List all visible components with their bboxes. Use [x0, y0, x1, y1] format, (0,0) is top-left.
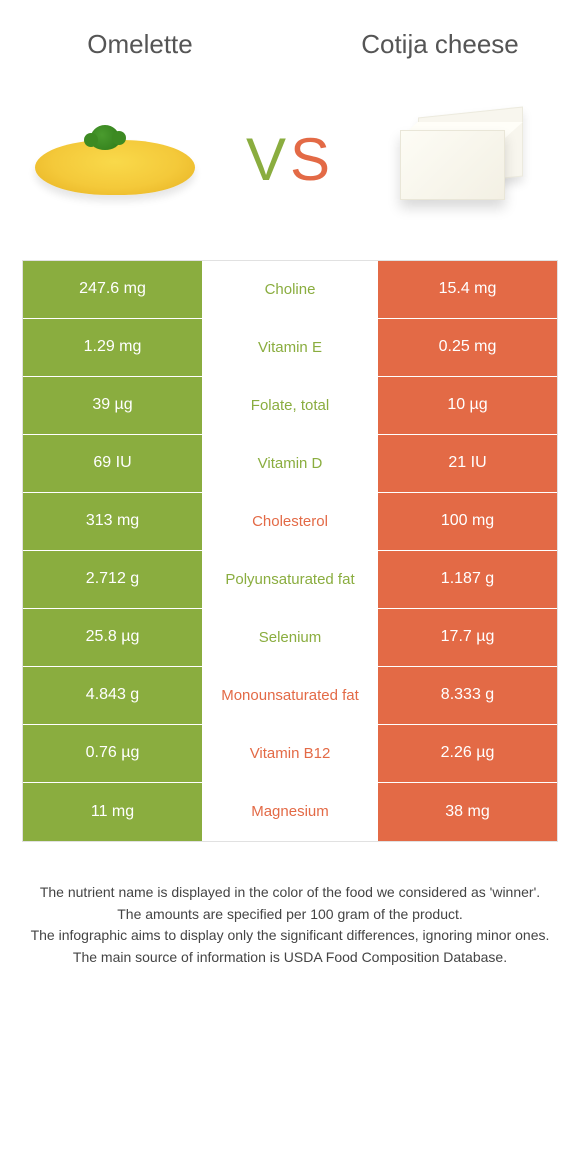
footnote-line: The main source of information is USDA F…	[30, 947, 550, 969]
right-value-cell: 2.26 µg	[377, 725, 557, 782]
footnote-line: The nutrient name is displayed in the co…	[30, 882, 550, 904]
right-value-cell: 17.7 µg	[377, 609, 557, 666]
vs-row: VS	[0, 70, 580, 260]
left-value-cell: 69 IU	[23, 435, 203, 492]
left-food-title: Omelette	[40, 30, 240, 60]
footnote-line: The amounts are specified per 100 gram o…	[30, 904, 550, 926]
nutrient-label-cell: Vitamin B12	[203, 725, 377, 782]
table-row: 69 IUVitamin D21 IU	[23, 435, 557, 493]
table-row: 247.6 mgCholine15.4 mg	[23, 261, 557, 319]
nutrient-label-cell: Folate, total	[203, 377, 377, 434]
nutrient-label-cell: Vitamin D	[203, 435, 377, 492]
nutrient-label-cell: Polyunsaturated fat	[203, 551, 377, 608]
nutrient-label-cell: Magnesium	[203, 783, 377, 841]
nutrient-label-cell: Choline	[203, 261, 377, 318]
left-value-cell: 1.29 mg	[23, 319, 203, 376]
table-row: 4.843 gMonounsaturated fat8.333 g	[23, 667, 557, 725]
nutrient-label-cell: Cholesterol	[203, 493, 377, 550]
vs-v: V	[246, 126, 290, 193]
nutrient-label-cell: Monounsaturated fat	[203, 667, 377, 724]
right-value-cell: 21 IU	[377, 435, 557, 492]
table-row: 1.29 mgVitamin E0.25 mg	[23, 319, 557, 377]
nutrient-label-cell: Vitamin E	[203, 319, 377, 376]
right-value-cell: 100 mg	[377, 493, 557, 550]
table-row: 2.712 gPolyunsaturated fat1.187 g	[23, 551, 557, 609]
header: Omelette Cotija cheese	[0, 0, 580, 70]
table-row: 25.8 µgSelenium17.7 µg	[23, 609, 557, 667]
right-food-title: Cotija cheese	[340, 30, 540, 60]
left-value-cell: 39 µg	[23, 377, 203, 434]
table-row: 0.76 µgVitamin B122.26 µg	[23, 725, 557, 783]
left-value-cell: 4.843 g	[23, 667, 203, 724]
right-value-cell: 0.25 mg	[377, 319, 557, 376]
nutrient-label-cell: Selenium	[203, 609, 377, 666]
right-value-cell: 10 µg	[377, 377, 557, 434]
table-row: 11 mgMagnesium38 mg	[23, 783, 557, 841]
left-value-cell: 25.8 µg	[23, 609, 203, 666]
right-value-cell: 38 mg	[377, 783, 557, 841]
left-value-cell: 313 mg	[23, 493, 203, 550]
left-value-cell: 2.712 g	[23, 551, 203, 608]
right-value-cell: 1.187 g	[377, 551, 557, 608]
left-value-cell: 0.76 µg	[23, 725, 203, 782]
omelette-icon	[35, 120, 195, 200]
footnotes: The nutrient name is displayed in the co…	[30, 882, 550, 969]
vs-label: VS	[225, 125, 355, 194]
right-value-cell: 8.333 g	[377, 667, 557, 724]
left-value-cell: 11 mg	[23, 783, 203, 841]
footnote-line: The infographic aims to display only the…	[30, 925, 550, 947]
nutrient-table: 247.6 mgCholine15.4 mg1.29 mgVitamin E0.…	[22, 260, 558, 842]
table-row: 313 mgCholesterol100 mg	[23, 493, 557, 551]
vs-s: S	[290, 126, 334, 193]
right-food-image	[380, 90, 550, 230]
left-value-cell: 247.6 mg	[23, 261, 203, 318]
cheese-icon	[400, 112, 530, 207]
left-food-image	[30, 90, 200, 230]
table-row: 39 µgFolate, total10 µg	[23, 377, 557, 435]
right-value-cell: 15.4 mg	[377, 261, 557, 318]
